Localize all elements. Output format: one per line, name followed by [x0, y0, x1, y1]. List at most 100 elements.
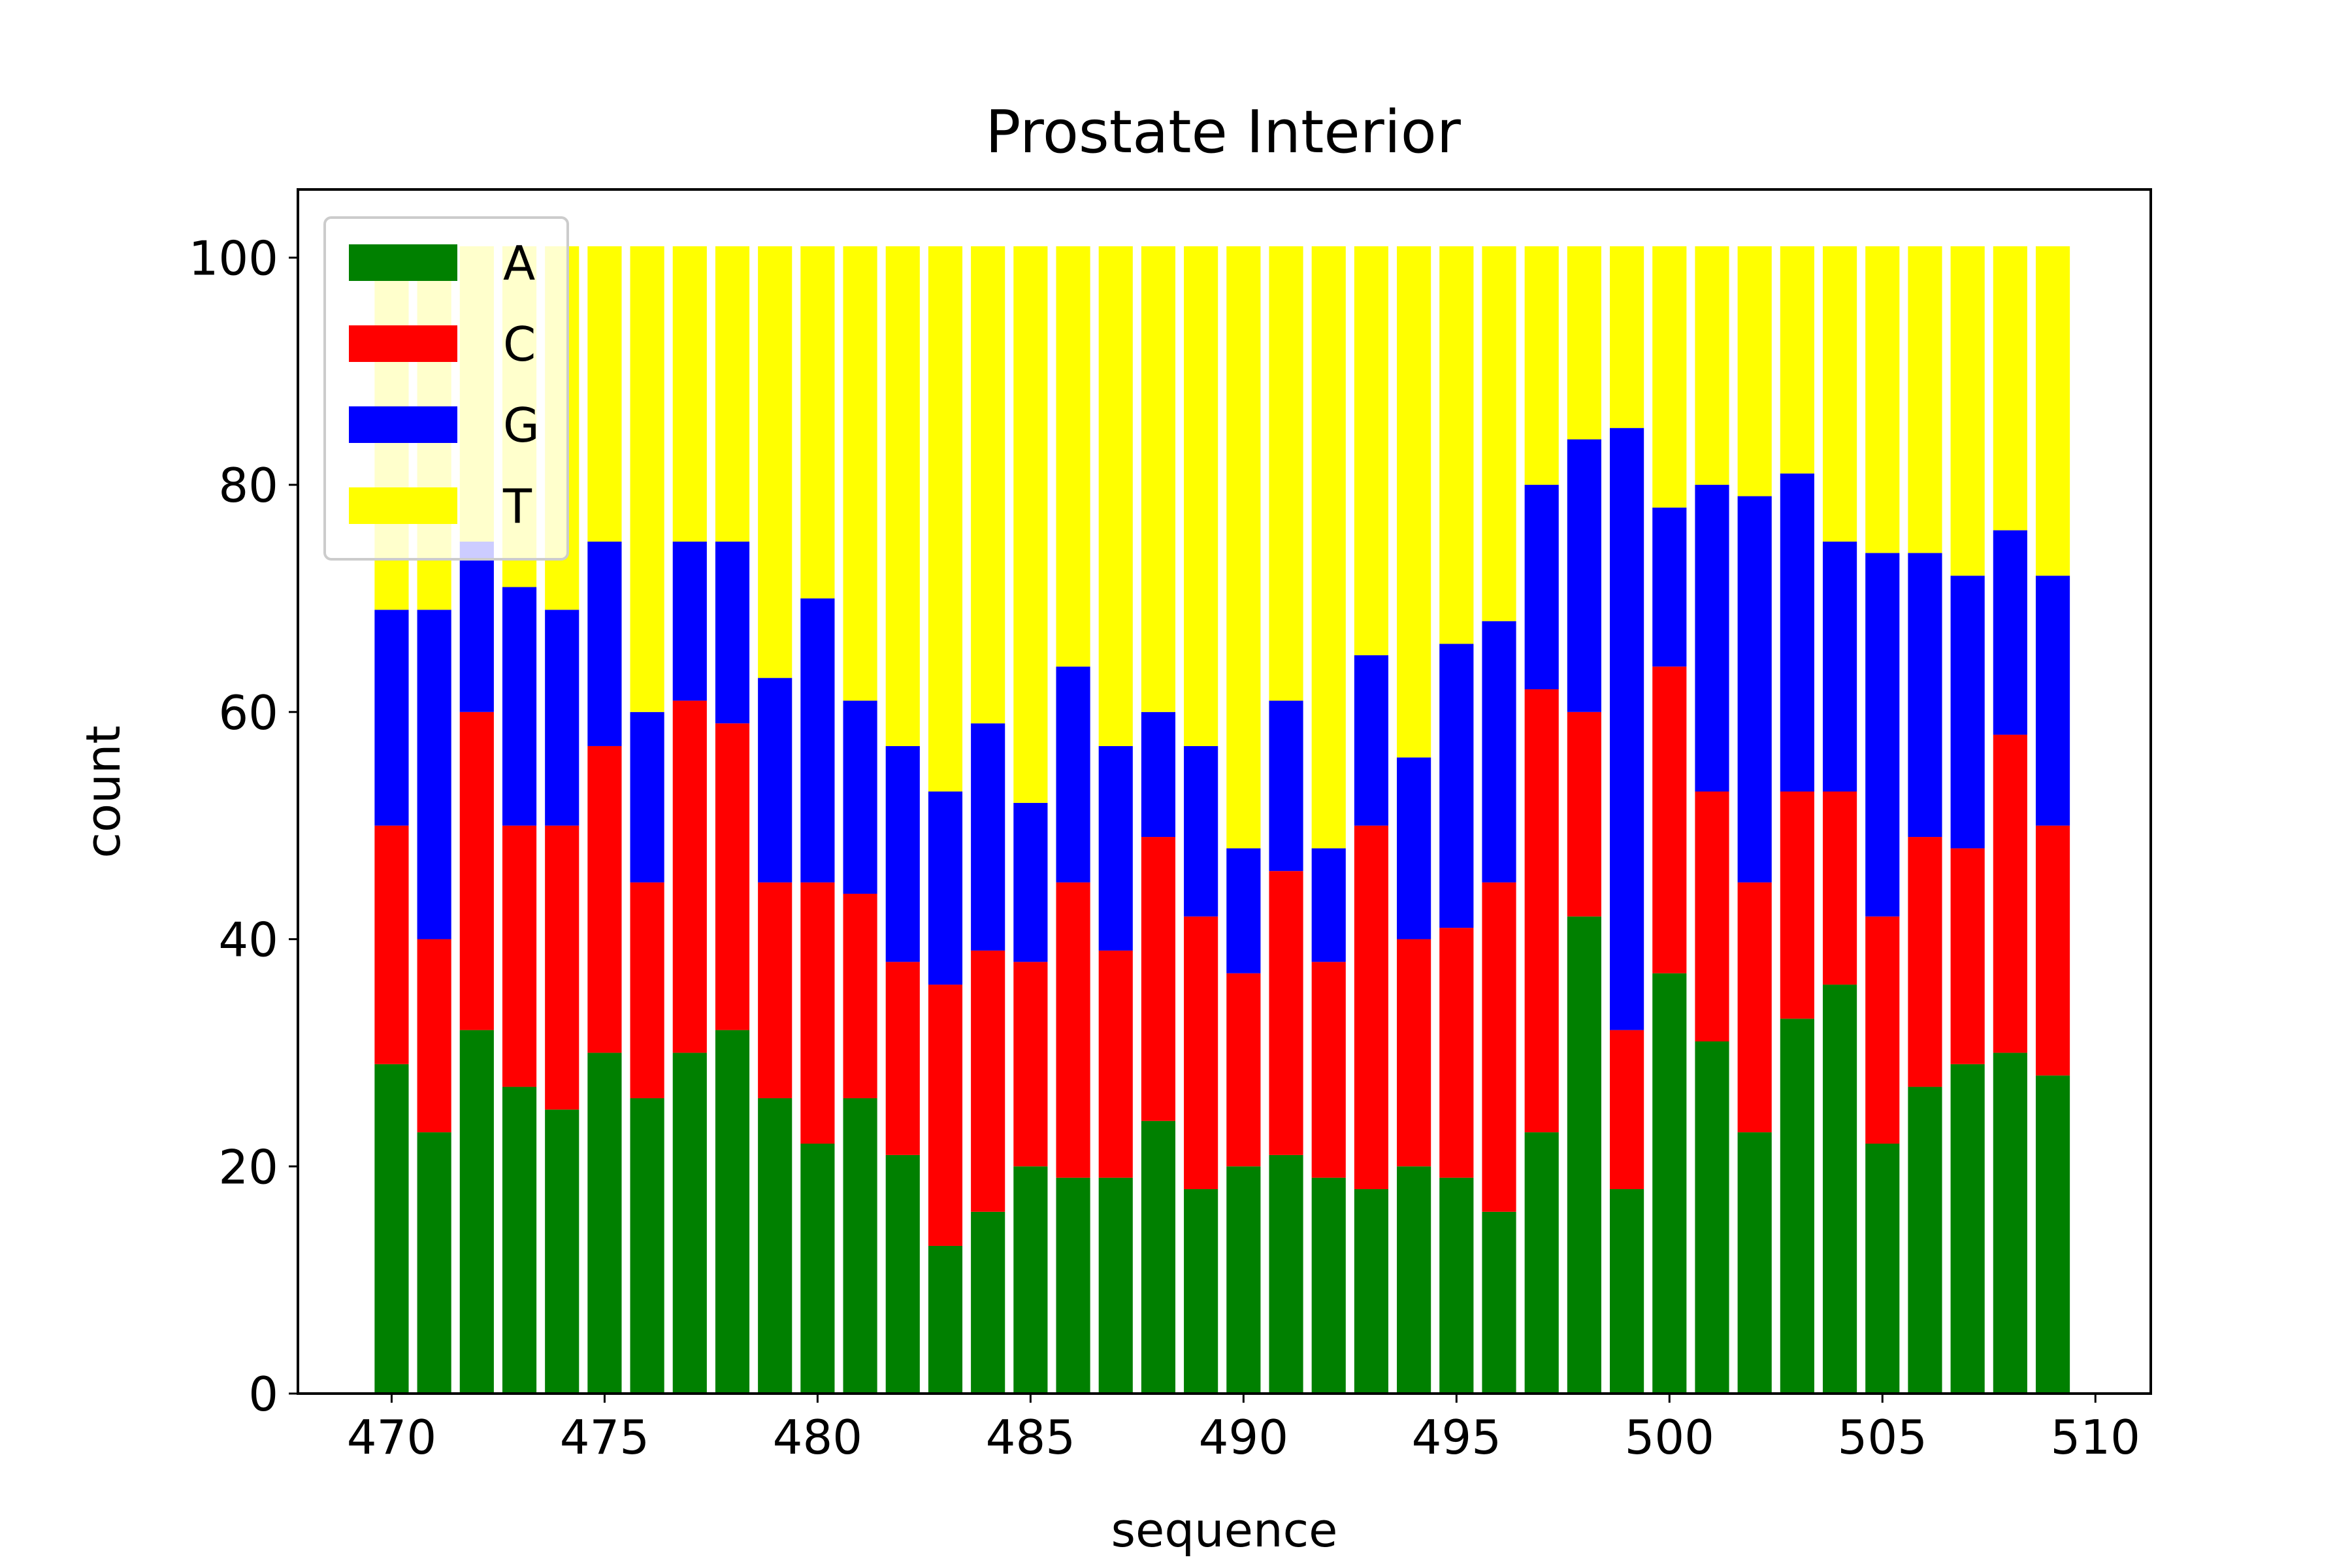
bar-G-487 — [1098, 745, 1133, 951]
bar-C-479 — [758, 882, 792, 1098]
bar-G-508 — [1993, 530, 2027, 735]
bar-A-480 — [800, 1143, 835, 1394]
bar-C-499 — [1610, 1030, 1644, 1190]
bar-C-505 — [1865, 916, 1900, 1144]
y-axis-label: count — [76, 725, 131, 858]
bar-C-476 — [630, 882, 664, 1098]
legend-label-C: C — [503, 317, 536, 372]
bar-C-475 — [587, 745, 622, 1053]
bar-A-482 — [885, 1154, 920, 1394]
bar-A-503 — [1780, 1019, 1814, 1394]
chart-title: Prostate Interior — [985, 98, 1461, 167]
bar-G-500 — [1652, 507, 1687, 667]
bar-T-487 — [1098, 246, 1133, 746]
bar-T-477 — [672, 246, 707, 542]
bar-G-483 — [928, 791, 963, 985]
bar-G-479 — [758, 678, 792, 883]
bar-A-508 — [1993, 1053, 2027, 1394]
bars-group — [374, 246, 2070, 1394]
bar-T-497 — [1524, 246, 1559, 485]
bar-C-496 — [1482, 882, 1516, 1212]
bar-C-506 — [1908, 837, 1942, 1087]
bar-G-490 — [1226, 848, 1261, 973]
bar-T-505 — [1865, 246, 1900, 553]
bar-A-499 — [1610, 1189, 1644, 1394]
y-tick-label: 40 — [218, 913, 278, 968]
bar-C-472 — [459, 711, 494, 1030]
y-tick-label: 20 — [218, 1139, 278, 1194]
bar-C-477 — [672, 700, 707, 1053]
x-tick-label: 475 — [560, 1410, 649, 1465]
bar-T-493 — [1354, 246, 1389, 655]
bar-C-491 — [1269, 871, 1303, 1155]
bar-T-508 — [1993, 246, 2027, 531]
bar-T-479 — [758, 246, 792, 678]
bar-T-506 — [1908, 246, 1942, 553]
bar-T-501 — [1695, 246, 1729, 485]
bar-G-475 — [587, 541, 622, 746]
bar-A-502 — [1737, 1132, 1772, 1394]
bar-G-481 — [843, 700, 877, 894]
bar-G-504 — [1822, 541, 1857, 792]
bar-T-492 — [1311, 246, 1346, 849]
bar-A-507 — [1950, 1064, 1985, 1394]
bar-T-490 — [1226, 246, 1261, 849]
bar-A-491 — [1269, 1154, 1303, 1394]
bar-C-482 — [885, 962, 920, 1155]
bar-A-504 — [1822, 985, 1857, 1394]
bar-T-489 — [1184, 246, 1218, 746]
legend-label-G: G — [503, 398, 540, 453]
bar-G-476 — [630, 711, 664, 883]
legend-swatch-T — [349, 487, 457, 524]
bar-T-481 — [843, 246, 877, 701]
x-tick-label: 470 — [347, 1410, 436, 1465]
bar-C-490 — [1226, 973, 1261, 1167]
bar-C-498 — [1567, 711, 1601, 917]
bar-A-505 — [1865, 1143, 1900, 1394]
bar-C-483 — [928, 985, 963, 1246]
bar-G-503 — [1780, 473, 1814, 792]
bar-A-500 — [1652, 973, 1687, 1394]
bar-A-487 — [1098, 1177, 1133, 1394]
bar-C-487 — [1098, 950, 1133, 1178]
bar-C-495 — [1439, 928, 1474, 1178]
bar-C-484 — [971, 950, 1005, 1212]
bar-A-490 — [1226, 1166, 1261, 1394]
bar-A-473 — [502, 1086, 537, 1394]
bar-G-478 — [715, 541, 750, 724]
bar-G-494 — [1397, 757, 1431, 939]
bar-C-507 — [1950, 848, 1985, 1064]
bar-T-482 — [885, 246, 920, 746]
x-axis: 470 475 480 485 490 495 500 505 510 — [347, 1394, 2140, 1465]
bar-A-497 — [1524, 1132, 1559, 1394]
bar-A-489 — [1184, 1189, 1218, 1394]
bar-T-504 — [1822, 246, 1857, 542]
bar-C-489 — [1184, 916, 1218, 1190]
bar-C-497 — [1524, 689, 1559, 1133]
bar-A-479 — [758, 1098, 792, 1394]
bar-A-476 — [630, 1098, 664, 1394]
bar-G-484 — [971, 723, 1005, 951]
bar-A-471 — [417, 1132, 451, 1394]
bar-A-498 — [1567, 916, 1601, 1394]
bar-T-494 — [1397, 246, 1431, 758]
bar-G-480 — [800, 598, 835, 883]
bar-T-502 — [1737, 246, 1772, 497]
legend-label-T: T — [502, 479, 532, 534]
bar-A-472 — [459, 1030, 494, 1394]
bar-A-486 — [1056, 1177, 1090, 1394]
bar-G-493 — [1354, 655, 1389, 826]
bar-A-495 — [1439, 1177, 1474, 1394]
legend-swatch-G — [349, 406, 457, 443]
bar-G-474 — [545, 610, 580, 826]
bar-C-478 — [715, 723, 750, 1030]
y-axis: 0 20 40 60 80 100 — [189, 231, 298, 1422]
bar-G-496 — [1482, 621, 1516, 883]
bar-C-471 — [417, 939, 451, 1133]
bar-T-507 — [1950, 246, 1985, 576]
bar-T-484 — [971, 246, 1005, 724]
bar-C-488 — [1141, 837, 1176, 1121]
bar-C-473 — [502, 825, 537, 1087]
